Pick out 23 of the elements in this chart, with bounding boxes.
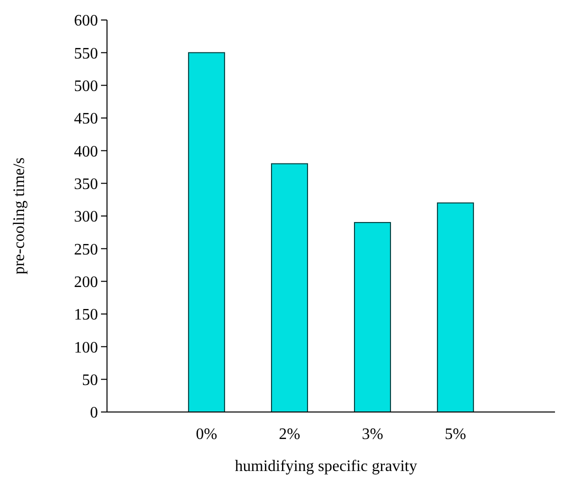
x-tick-label: 5% bbox=[444, 426, 466, 443]
x-tick-label: 0% bbox=[196, 426, 218, 443]
y-tick-label: 600 bbox=[74, 12, 98, 30]
y-tick-label: 400 bbox=[74, 143, 98, 160]
y-tick-label: 550 bbox=[74, 45, 98, 62]
y-tick-label: 250 bbox=[74, 241, 98, 258]
x-tick-label: 2% bbox=[278, 426, 300, 443]
bar bbox=[436, 202, 474, 412]
y-tick-label: 100 bbox=[74, 339, 98, 356]
bar bbox=[188, 52, 226, 412]
bar bbox=[271, 163, 308, 412]
y-tick-label: 300 bbox=[74, 208, 98, 226]
x-axis-title: humidifying specific gravity bbox=[234, 458, 418, 475]
bar bbox=[354, 222, 391, 412]
y-tick-label: 0 bbox=[90, 404, 98, 422]
y-tick-label: 350 bbox=[74, 176, 98, 193]
y-tick-label: 150 bbox=[74, 306, 98, 324]
y-axis-title: pre-cooling time/s bbox=[11, 158, 28, 274]
y-tick-label: 50 bbox=[82, 372, 98, 389]
y-tick-label: 450 bbox=[74, 110, 98, 128]
y-tick-label: 200 bbox=[74, 274, 98, 291]
x-tick-label: 3% bbox=[362, 426, 384, 443]
y-tick-label: 500 bbox=[74, 78, 98, 95]
